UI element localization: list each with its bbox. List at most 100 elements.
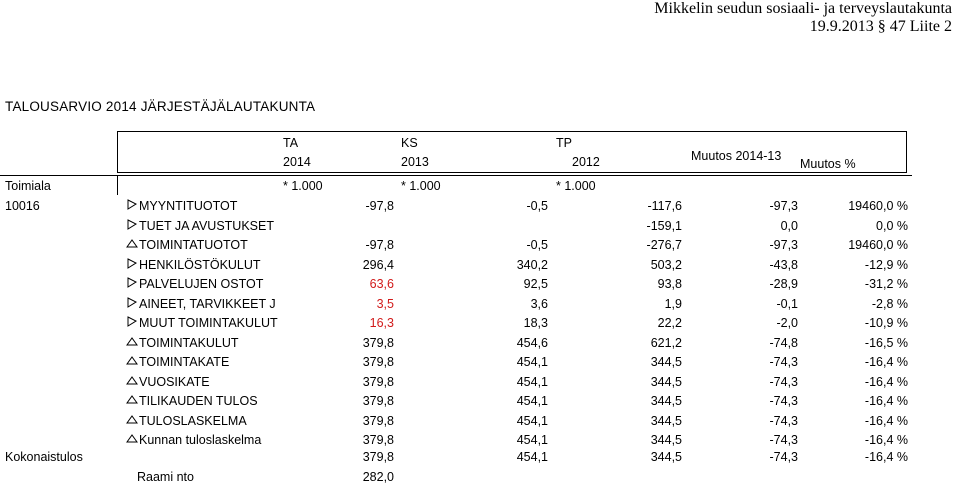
total-ks: 454,1	[516, 450, 548, 464]
row-label: Kunnan tuloslaskelma	[139, 433, 262, 447]
collapse-triangle-icon	[126, 356, 138, 365]
expand-triangle-icon	[127, 199, 138, 210]
cell-muutos: -97,3	[769, 199, 799, 213]
raami-ta: 282,0	[362, 470, 394, 484]
cell-muutos: -74,3	[769, 394, 799, 408]
row-label: VUOSIKATE	[139, 375, 210, 389]
cell-ta: 16,3	[369, 316, 394, 330]
total-ta: 379,8	[362, 450, 394, 464]
cell-ks: -0,5	[526, 238, 548, 252]
cell-tp: 503,2	[650, 258, 682, 272]
expand-triangle-icon	[127, 277, 138, 288]
unit-ta: * 1.000	[283, 179, 323, 193]
cell-ks: 454,1	[516, 433, 548, 447]
cell-ta: 3,5	[376, 297, 394, 311]
row-label: TILIKAUDEN TULOS	[139, 394, 258, 408]
cell-ta: 379,8	[362, 394, 394, 408]
collapse-triangle-icon	[126, 337, 138, 346]
collapse-triangle-icon	[126, 395, 138, 404]
cell-ta: -97,8	[365, 238, 395, 252]
row-label: TULOSLASKELMA	[139, 414, 247, 428]
header-date-reference: 19.9.2013 § 47 Liite 2	[809, 18, 952, 35]
cell-tp: 621,2	[650, 336, 682, 350]
cell-pct: -12,9 %	[864, 258, 908, 272]
page-title: TALOUSARVIO 2014 JÄRJESTÄJÄLAUTAKUNTA	[5, 99, 316, 114]
cell-muutos: 0,0	[780, 219, 798, 233]
expand-triangle-icon	[127, 219, 138, 230]
total-pct: -16,4 %	[864, 450, 908, 464]
cell-pct: 0,0 %	[876, 219, 908, 233]
col-muutos-pct-header: Muutos %	[800, 157, 856, 171]
expand-triangle-icon	[127, 316, 138, 327]
cell-ta: -97,8	[365, 199, 395, 213]
cell-ta: 379,8	[362, 414, 394, 428]
cell-tp: -117,6	[647, 199, 682, 213]
cell-tp: -159,1	[646, 219, 682, 233]
cell-tp: 22,2	[657, 316, 682, 330]
row-label: MUUT TOIMINTAKULUT	[139, 316, 278, 330]
row-label: MYYNTITUOTOT	[139, 199, 238, 213]
cell-ks: -0,5	[526, 199, 548, 213]
col-tp-header: TP	[556, 136, 572, 150]
row-label: TOIMINTATUOTOT	[139, 238, 248, 252]
cell-tp: 344,5	[650, 375, 682, 389]
cell-ta: 379,8	[362, 433, 394, 447]
cell-tp: 344,5	[650, 433, 682, 447]
cell-ks: 454,1	[516, 355, 548, 369]
cell-muutos: -74,3	[769, 375, 799, 389]
col-muutos-header: Muutos 2014-13	[691, 149, 782, 163]
cell-pct: -31,2 %	[864, 277, 908, 291]
collapse-triangle-icon	[126, 376, 138, 385]
cell-pct: 19460,0 %	[848, 199, 908, 213]
column-header-box	[117, 131, 907, 173]
cell-pct: -10,9 %	[864, 316, 908, 330]
cell-pct: -16,4 %	[864, 375, 908, 389]
collapse-triangle-icon	[126, 434, 138, 443]
cell-pct: -16,4 %	[864, 433, 908, 447]
col-ta-year: 2014	[283, 155, 311, 169]
cell-ta: 296,4	[362, 258, 394, 272]
cell-ks: 454,1	[516, 375, 548, 389]
cell-muutos: -28,9	[769, 277, 799, 291]
cell-ta: 379,8	[362, 375, 394, 389]
row-label: HENKILÖSTÖKULUT	[139, 258, 261, 272]
cell-pct: -16,5 %	[864, 336, 908, 350]
toimiala-label: Toimiala	[5, 179, 51, 193]
unit-ks: * 1.000	[401, 179, 441, 193]
col-ks-header: KS	[401, 136, 418, 150]
cell-ta: 63,6	[369, 277, 394, 291]
cell-ta: 379,8	[362, 336, 394, 350]
toimiala-code: 10016	[5, 199, 40, 213]
row-label: AINEET, TARVIKKEET J	[139, 297, 276, 311]
cell-ks: 18,3	[523, 316, 548, 330]
cell-pct: -16,4 %	[864, 414, 908, 428]
cell-ks: 454,6	[516, 336, 548, 350]
expand-triangle-icon	[127, 297, 138, 308]
cell-muutos: -74,8	[769, 336, 799, 350]
col-ta-header: TA	[283, 136, 299, 150]
cell-muutos: -97,3	[769, 238, 799, 252]
cell-ks: 92,5	[523, 277, 548, 291]
cell-muutos: -43,8	[769, 258, 799, 272]
row-label: TOIMINTAKATE	[139, 355, 230, 369]
total-tp: 344,5	[650, 450, 682, 464]
row-label: TUET JA AVUSTUKSET	[139, 219, 274, 233]
expand-triangle-icon	[127, 258, 138, 269]
header-committee: Mikkelin seudun sosiaali- ja terveyslaut…	[654, 0, 952, 17]
cell-ks: 3,6	[530, 297, 548, 311]
row-label: PALVELUJEN OSTOT	[139, 277, 264, 291]
col-tp-year: 2012	[572, 155, 600, 169]
raami-label: Raami nto	[137, 470, 194, 484]
header-divider	[117, 175, 118, 195]
header-rule	[0, 175, 912, 176]
cell-pct: -2,8 %	[871, 297, 908, 311]
cell-muutos: -74,3	[769, 355, 799, 369]
cell-ks: 454,1	[516, 394, 548, 408]
collapse-triangle-icon	[126, 415, 138, 424]
cell-tp: -276,7	[646, 238, 682, 252]
cell-muutos: -0,1	[776, 297, 798, 311]
total-label: Kokonaistulos	[5, 450, 83, 464]
cell-muutos: -74,3	[769, 414, 799, 428]
col-ks-year: 2013	[401, 155, 429, 169]
row-label: TOIMINTAKULUT	[139, 336, 239, 350]
